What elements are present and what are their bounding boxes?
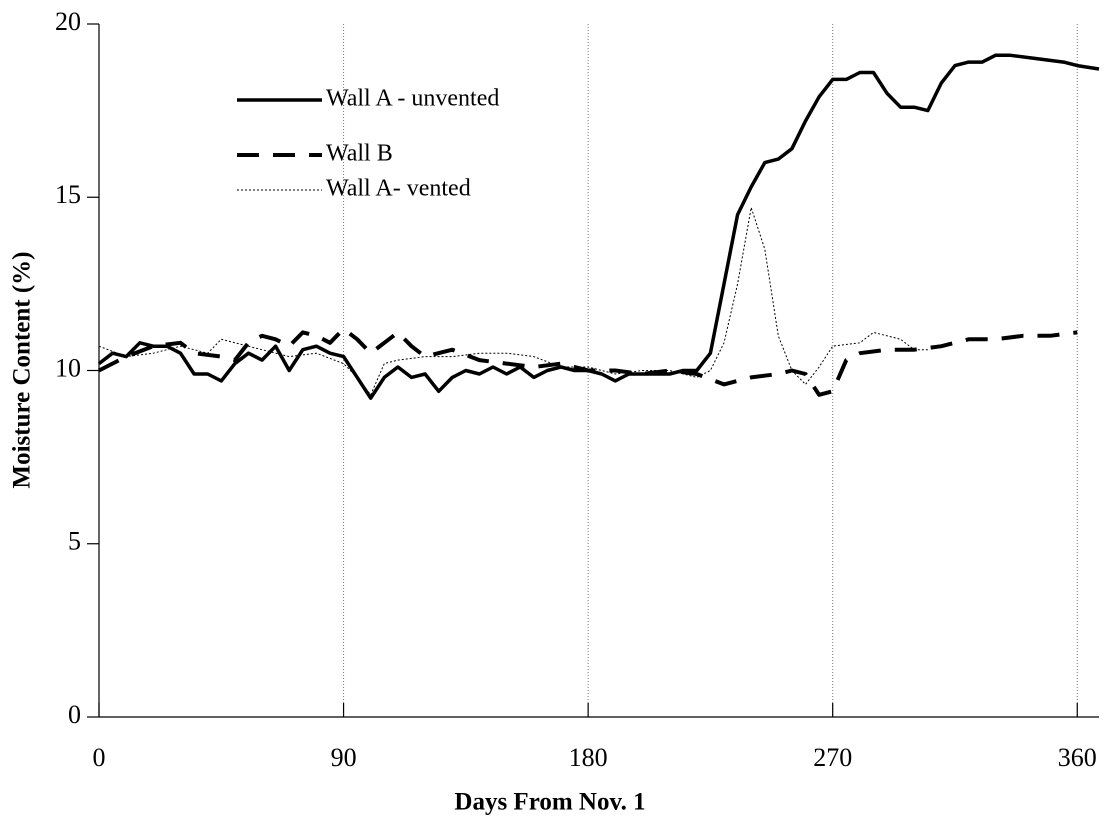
y-tick-label: 0 [68,700,81,729]
y-tick-label: 20 [55,7,81,36]
x-axis-title: Days From Nov. 1 [454,789,645,816]
y-tick-label: 15 [55,180,81,209]
y-tick-label: 5 [68,527,81,556]
x-tick-label: 0 [93,743,106,772]
x-tick-label: 360 [1058,743,1097,772]
y-tick-label: 10 [55,353,81,382]
data-line [98,207,928,396]
legend-label: Wall A- vented [326,176,471,202]
x-tick-label: 270 [813,743,852,772]
data-line [98,326,1078,397]
x-tick-label: 180 [569,743,608,772]
legend-label: Wall A - unvented [326,86,499,112]
y-axis-title: Moisture Content (%) [9,252,36,489]
x-tick-label: 90 [331,743,357,772]
legend-label: Wall B [326,141,393,167]
